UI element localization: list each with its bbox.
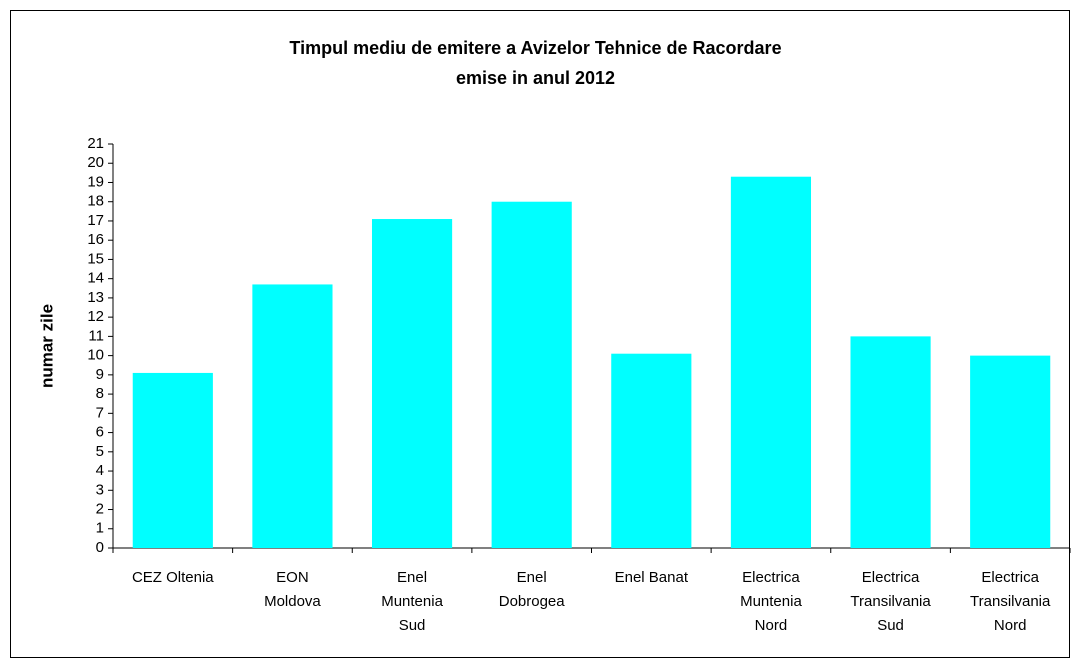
bar [611, 353, 692, 548]
x-tick-label: EON Moldova [264, 569, 321, 610]
y-tick-label: 9 [96, 366, 104, 383]
y-tick-label: 11 [88, 327, 104, 344]
bar [730, 176, 812, 548]
x-tick-label: Enel Dobrogea [498, 569, 565, 610]
y-tick-label: 4 [96, 462, 104, 479]
y-tick-label: 12 [87, 308, 104, 325]
bar [371, 219, 453, 548]
x-tick-label: Electrica Muntenia Nord [740, 569, 802, 634]
y-tick-label: 17 [87, 212, 104, 229]
y-tick-label: 18 [87, 193, 104, 210]
y-tick-label: 10 [87, 347, 104, 364]
x-tick-label: Enel Muntenia Sud [381, 569, 443, 634]
chart-title: Timpul mediu de emitere a Avizelor Tehni… [289, 38, 782, 88]
y-tick-label: 8 [96, 385, 104, 402]
y-tick-label: 14 [87, 270, 104, 287]
y-tick-label: 21 [87, 135, 104, 152]
y-tick-label: 19 [87, 173, 104, 190]
y-tick-label: 6 [96, 424, 104, 441]
y-tick-label: 2 [96, 500, 104, 517]
bar [132, 372, 213, 548]
bar [970, 355, 1051, 548]
y-tick-label: 16 [87, 231, 104, 248]
y-tick-label: 20 [87, 154, 104, 171]
y-tick-label: 5 [96, 443, 104, 460]
y-tick-label: 0 [96, 539, 104, 556]
y-tick-label: 13 [87, 289, 104, 306]
bar [252, 284, 333, 548]
y-axis-label: numar zile [37, 304, 56, 388]
x-tick-label: Electrica Transilvania Nord [970, 569, 1051, 634]
bar [850, 336, 931, 548]
y-tick-label: 3 [96, 481, 104, 498]
bar [491, 201, 572, 548]
y-tick-label: 7 [96, 404, 104, 421]
x-tick-label: CEZ Oltenia [131, 569, 214, 586]
y-tick-label: 15 [87, 250, 104, 267]
y-tick-label: 1 [96, 520, 104, 537]
x-tick-label: Electrica Transilvania Sud [850, 569, 931, 634]
x-tick-label: Enel Banat [614, 569, 688, 586]
